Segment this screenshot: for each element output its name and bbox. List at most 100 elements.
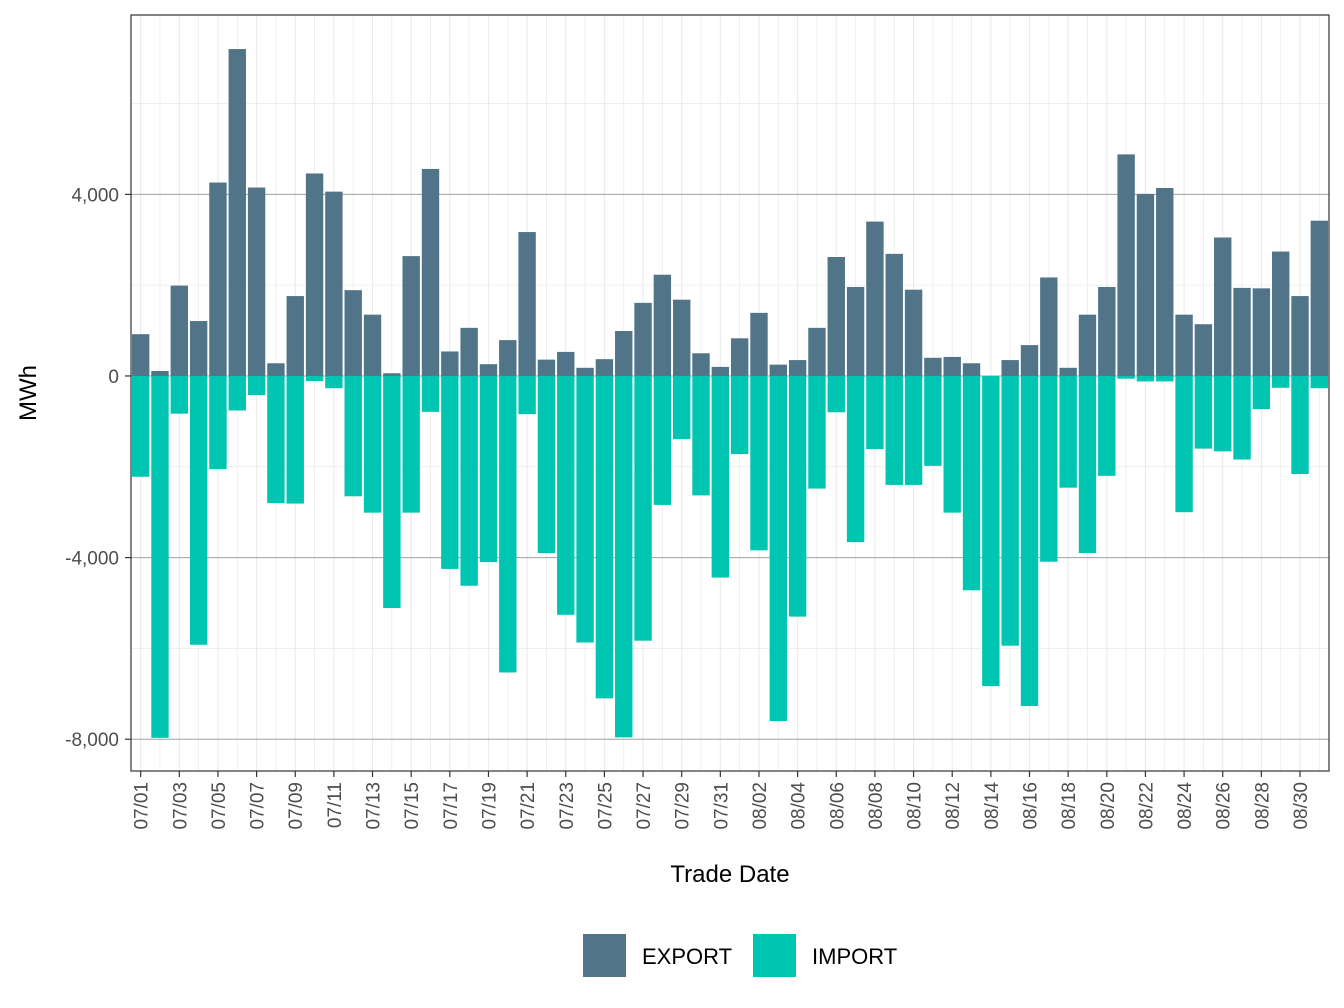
bar-import-07-05 xyxy=(209,375,227,470)
y-tick-label: 0 xyxy=(108,367,119,388)
bar-import-08-01 xyxy=(730,375,749,455)
bar-import-07-28 xyxy=(653,375,672,505)
bar-import-08-06 xyxy=(827,375,845,413)
bar-import-07-06 xyxy=(228,375,246,411)
legend-key-import xyxy=(753,934,796,977)
bar-import-07-11 xyxy=(325,375,343,389)
bar-export-07-13 xyxy=(363,314,382,376)
x-tick-label: 08/24 xyxy=(1175,782,1196,830)
bar-export-07-19 xyxy=(479,364,498,376)
x-tick-label: 07/21 xyxy=(518,782,539,830)
bar-export-08-25 xyxy=(1194,324,1213,376)
bar-import-08-02 xyxy=(750,375,768,551)
bar-import-07-16 xyxy=(421,375,440,412)
bar-import-07-29 xyxy=(672,375,691,440)
x-tick-label: 08/16 xyxy=(1021,782,1042,830)
bar-export-07-29 xyxy=(672,299,691,376)
bar-import-07-26 xyxy=(615,375,633,738)
bar-export-07-28 xyxy=(653,274,672,376)
bar-export-07-15 xyxy=(402,256,420,376)
bar-import-08-08 xyxy=(866,375,884,450)
bar-export-08-24 xyxy=(1175,314,1193,376)
bar-import-08-18 xyxy=(1059,375,1077,488)
bar-import-07-23 xyxy=(557,375,575,615)
bar-import-07-25 xyxy=(595,375,614,699)
legend-label-export: EXPORT xyxy=(642,944,732,969)
bar-import-07-20 xyxy=(499,375,517,673)
bar-import-07-04 xyxy=(189,375,208,645)
x-tick-label: 08/06 xyxy=(827,782,848,830)
bar-import-07-18 xyxy=(460,375,478,586)
legend-label-import: IMPORT xyxy=(812,944,897,969)
panel-border xyxy=(130,14,1330,772)
bar-import-07-27 xyxy=(634,375,652,641)
x-axis-title: Trade Date xyxy=(670,861,789,888)
y-axis-title: MWh xyxy=(15,365,42,421)
x-tick-label: 07/07 xyxy=(248,782,269,830)
grid-lines xyxy=(131,15,1329,771)
bar-import-08-19 xyxy=(1078,375,1097,554)
y-tick-label: 4,000 xyxy=(71,185,119,206)
bar-export-08-21 xyxy=(1117,154,1135,376)
bar-import-08-07 xyxy=(846,375,865,543)
x-tick-label: 07/03 xyxy=(170,782,191,830)
bar-export-08-15 xyxy=(1001,360,1019,376)
x-tick-label: 08/28 xyxy=(1252,782,1273,830)
bar-import-07-24 xyxy=(576,375,594,643)
bar-export-07-22 xyxy=(537,359,556,376)
bar-import-07-17 xyxy=(441,375,459,569)
bar-export-08-16 xyxy=(1020,345,1039,376)
bar-export-07-01 xyxy=(131,334,150,376)
bar-export-07-18 xyxy=(460,327,478,376)
bar-export-08-01 xyxy=(730,338,749,376)
bar-export-08-13 xyxy=(962,363,981,376)
bar-import-08-05 xyxy=(808,375,826,489)
x-tick-label: 08/08 xyxy=(866,782,887,830)
y-tick-label: -8,000 xyxy=(65,730,119,751)
bar-export-08-02 xyxy=(750,312,768,376)
bar-export-08-04 xyxy=(788,360,807,376)
bar-import-07-01 xyxy=(131,375,150,477)
bar-export-07-11 xyxy=(325,191,343,376)
bar-import-07-22 xyxy=(537,375,556,554)
bar-import-08-11 xyxy=(924,375,942,466)
bar-export-07-20 xyxy=(499,340,517,376)
x-tick-label: 08/14 xyxy=(982,782,1003,830)
x-tick-label: 08/04 xyxy=(789,782,810,830)
bar-export-08-31 xyxy=(1310,220,1329,376)
bar-export-07-03 xyxy=(170,285,189,376)
bar-import-08-23 xyxy=(1156,375,1174,382)
bar-import-08-26 xyxy=(1214,375,1232,452)
bar-import-08-22 xyxy=(1136,375,1155,382)
bar-export-07-21 xyxy=(518,232,536,376)
bar-export-08-05 xyxy=(808,327,826,376)
bar-import-07-07 xyxy=(247,375,266,396)
bar-import-08-31 xyxy=(1310,375,1329,389)
bar-export-08-20 xyxy=(1098,286,1116,376)
bar-export-08-18 xyxy=(1059,367,1077,376)
bar-export-07-05 xyxy=(209,182,227,376)
x-tick-label: 07/29 xyxy=(673,782,694,830)
panel-background xyxy=(131,15,1329,771)
bar-export-08-09 xyxy=(885,253,903,376)
x-tick-label: 08/22 xyxy=(1136,782,1157,830)
bar-import-08-09 xyxy=(885,375,903,485)
bar-export-07-16 xyxy=(421,168,440,376)
bar-import-08-27 xyxy=(1233,375,1251,460)
bar-import-07-21 xyxy=(518,375,536,415)
bar-import-07-12 xyxy=(344,375,362,497)
bar-export-07-10 xyxy=(305,173,324,376)
bar-import-08-10 xyxy=(904,375,923,485)
bar-import-07-19 xyxy=(479,375,498,563)
bar-export-07-02 xyxy=(151,370,169,376)
legend: EXPORT IMPORT xyxy=(583,934,897,977)
bar-export-07-06 xyxy=(228,49,246,376)
x-tick-label: 07/05 xyxy=(209,782,230,830)
bar-export-08-27 xyxy=(1233,287,1251,376)
x-tick-label: 07/19 xyxy=(479,782,500,830)
x-tick-label: 07/17 xyxy=(441,782,462,830)
bar-import-07-30 xyxy=(692,375,710,496)
bar-import-08-17 xyxy=(1040,375,1058,562)
bar-import-08-20 xyxy=(1098,375,1116,476)
legend-key-export xyxy=(583,934,626,977)
